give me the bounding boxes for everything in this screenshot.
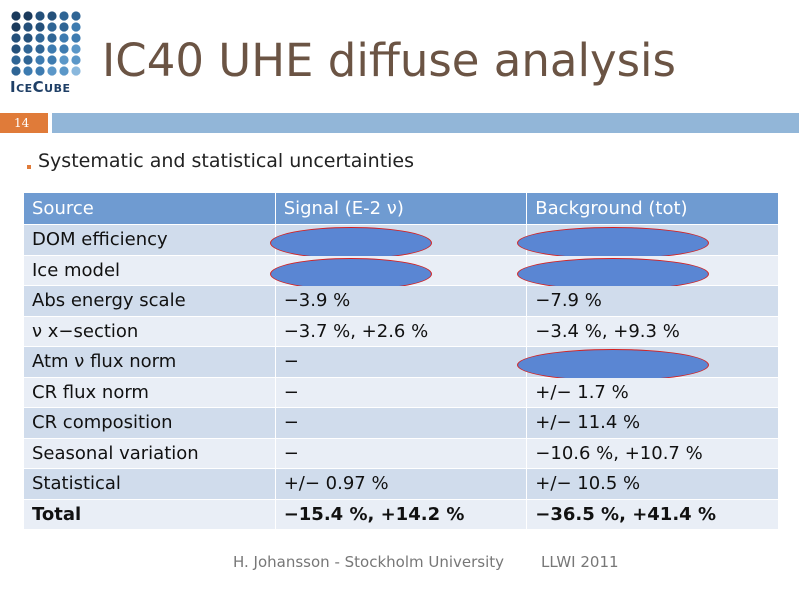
table-cell: − (274, 346, 528, 378)
logo-dot (35, 55, 45, 65)
logo-dot (59, 22, 69, 32)
logo-dot (35, 22, 45, 32)
logo-dot (47, 55, 57, 65)
table-cell: CR composition (23, 407, 276, 439)
uncertainty-table: Source Signal (E-2 ν) Background (tot) DOM … (23, 192, 779, 530)
table-row: Atm ν flux norm − (23, 346, 779, 381)
logo-dot (47, 66, 57, 76)
table-cell: Statistical (23, 468, 276, 500)
table-cell: +/− 0.97 % (274, 468, 528, 500)
table-cell (517, 346, 779, 381)
table-cell: Ice model (23, 254, 276, 286)
column-header: Source (23, 192, 276, 225)
logo-dot (59, 33, 69, 43)
table-cell: −36.5 %, +41.4 % (526, 498, 779, 530)
table-cell: Atm ν flux norm (23, 346, 276, 378)
table-cell: − (274, 437, 528, 469)
slide-number: 14 (0, 113, 48, 133)
table-row: Total −15.4 %, +14.2 % −36.5 %, +41.4 % (23, 498, 779, 530)
table-cell: +/− 10.5 % (526, 468, 779, 500)
logo-dot (35, 11, 45, 21)
table-cell: Abs energy scale (23, 285, 276, 317)
table-row: Statistical +/− 0.97 % +/− 10.5 % (23, 468, 779, 500)
table-cell (517, 224, 779, 259)
logo-dot (47, 22, 57, 32)
logo-dot (35, 66, 45, 76)
table-cell (269, 254, 528, 290)
redaction-ellipse (269, 227, 432, 259)
header-bar (52, 113, 799, 133)
logo-dot (71, 33, 81, 43)
logo-dot (11, 33, 21, 43)
table-row: ν x−section −3.7 %, +2.6 % −3.4 %, +9.3 % (23, 315, 779, 347)
table-row: DOM efficiency (23, 224, 779, 259)
logo-dot (11, 44, 21, 54)
column-header: Signal (E-2 ν) (274, 192, 528, 225)
footer-event: LLWI 2011 (541, 553, 619, 571)
logo-text: IceCube (10, 78, 71, 96)
table-row: Ice model (23, 254, 779, 290)
logo-dot (23, 11, 33, 21)
footer-author: H. Johansson - Stockholm University (233, 553, 505, 571)
table-cell (269, 224, 528, 259)
table-cell: − (274, 376, 528, 408)
logo-dot (11, 11, 21, 21)
logo-dot (71, 66, 81, 76)
table-cell: Seasonal variation (23, 437, 276, 469)
table-cell: −3.4 %, +9.3 % (526, 315, 779, 347)
table-cell: Total (23, 498, 276, 530)
table-cell: +/− 1.7 % (526, 376, 779, 408)
bullet-text: Systematic and statistical uncertainties (38, 150, 415, 172)
bullet-marker (27, 165, 31, 169)
table-cell: CR flux norm (23, 376, 276, 408)
redaction-ellipse (517, 227, 710, 259)
logo-dot (11, 22, 21, 32)
logo-dot (11, 66, 21, 76)
slide-title: IC40 UHE diffuse analysis (102, 34, 676, 87)
logo-dot (59, 11, 69, 21)
logo-dot (35, 44, 45, 54)
logo-dot (71, 11, 81, 21)
logo-dot (11, 55, 21, 65)
logo-dot (71, 44, 81, 54)
logo-dots (11, 11, 81, 76)
table-row: Seasonal variation − −10.6 %, +10.7 % (23, 437, 779, 469)
logo-dot (47, 33, 57, 43)
logo-dot (35, 33, 45, 43)
table-cell: −3.9 % (274, 285, 528, 317)
table-cell: −7.9 % (526, 285, 779, 317)
logo-dot (47, 44, 57, 54)
logo-dot (59, 55, 69, 65)
logo-dot (71, 22, 81, 32)
table-cell: −15.4 %, +14.2 % (274, 498, 528, 530)
logo-dot (23, 33, 33, 43)
table-cell: −10.6 %, +10.7 % (526, 437, 779, 469)
logo-dot (23, 55, 33, 65)
logo-dot (23, 44, 33, 54)
table-row: Abs energy scale −3.9 % −7.9 % (23, 285, 779, 317)
table-cell: DOM efficiency (23, 224, 276, 256)
table-cell (517, 254, 779, 290)
table-cell: ν x−section (23, 315, 276, 347)
table-cell: −3.7 %, +2.6 % (274, 315, 528, 347)
logo-dot (71, 55, 81, 65)
header-row: Source Signal (E-2 ν) Background (tot) (23, 192, 779, 225)
logo-dot (23, 66, 33, 76)
logo-dot (23, 22, 33, 32)
table-cell: +/− 11.4 % (526, 407, 779, 439)
logo-dot (59, 44, 69, 54)
logo-dot (47, 11, 57, 21)
redaction-ellipse (517, 257, 710, 290)
table-row: CR composition − +/− 11.4 % (23, 407, 779, 439)
logo-dot (59, 66, 69, 76)
table-cell: − (274, 407, 528, 439)
column-header: Background (tot) (526, 192, 779, 225)
table-row: CR flux norm − +/− 1.7 % (23, 376, 779, 408)
